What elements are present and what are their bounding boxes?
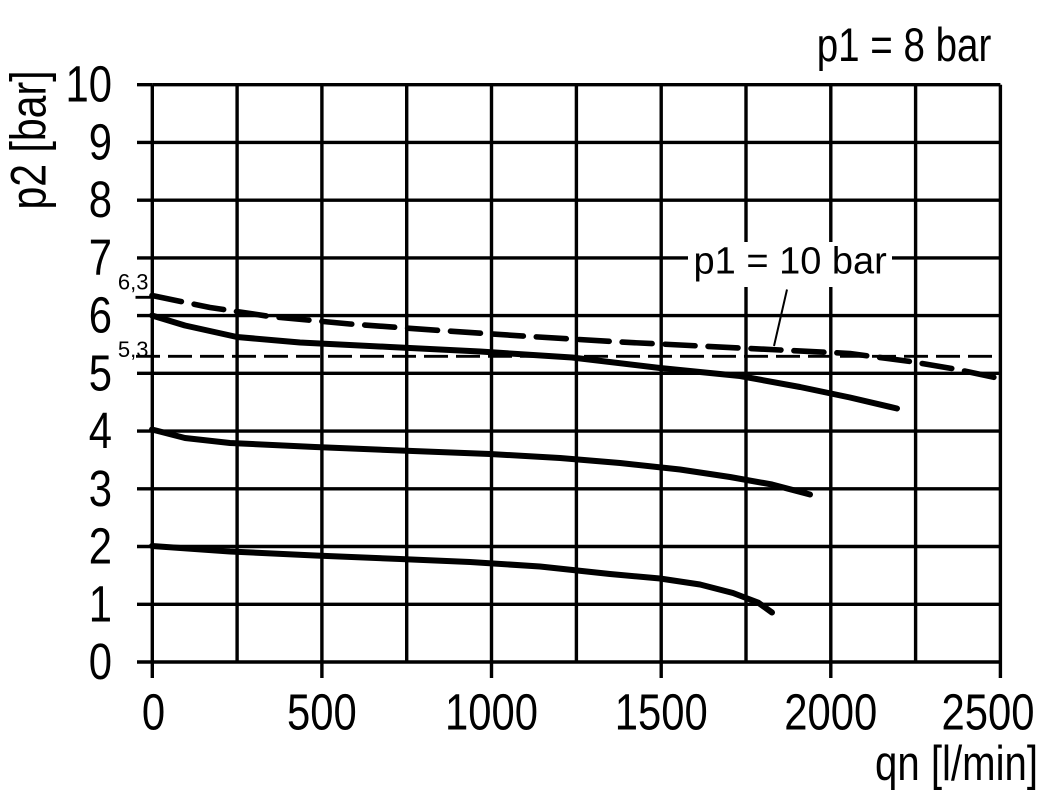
svg-text:6,3: 6,3: [118, 269, 149, 294]
svg-text:1000: 1000: [445, 684, 538, 741]
svg-text:7: 7: [89, 229, 112, 286]
svg-text:6: 6: [89, 287, 112, 344]
svg-text:2000: 2000: [784, 684, 877, 741]
svg-text:1500: 1500: [615, 684, 708, 741]
svg-text:2500: 2500: [941, 684, 1034, 741]
svg-text:0: 0: [142, 684, 165, 741]
svg-text:p1 = 8 bar: p1 = 8 bar: [817, 19, 992, 71]
svg-text:2: 2: [89, 518, 112, 575]
svg-text:p2 [bar]: p2 [bar]: [1, 70, 57, 209]
svg-text:500: 500: [287, 684, 357, 741]
svg-text:1: 1: [89, 575, 112, 632]
svg-text:10: 10: [65, 56, 112, 113]
svg-text:8: 8: [89, 171, 112, 228]
svg-text:5,3: 5,3: [118, 337, 149, 362]
svg-text:p1 = 10 bar: p1 = 10 bar: [694, 241, 888, 283]
svg-text:4: 4: [89, 402, 112, 459]
svg-text:5: 5: [89, 344, 112, 401]
svg-text:9: 9: [89, 113, 112, 170]
svg-text:qn [l/min]: qn [l/min]: [875, 736, 1038, 791]
svg-text:0: 0: [89, 633, 112, 690]
svg-text:3: 3: [89, 460, 112, 517]
